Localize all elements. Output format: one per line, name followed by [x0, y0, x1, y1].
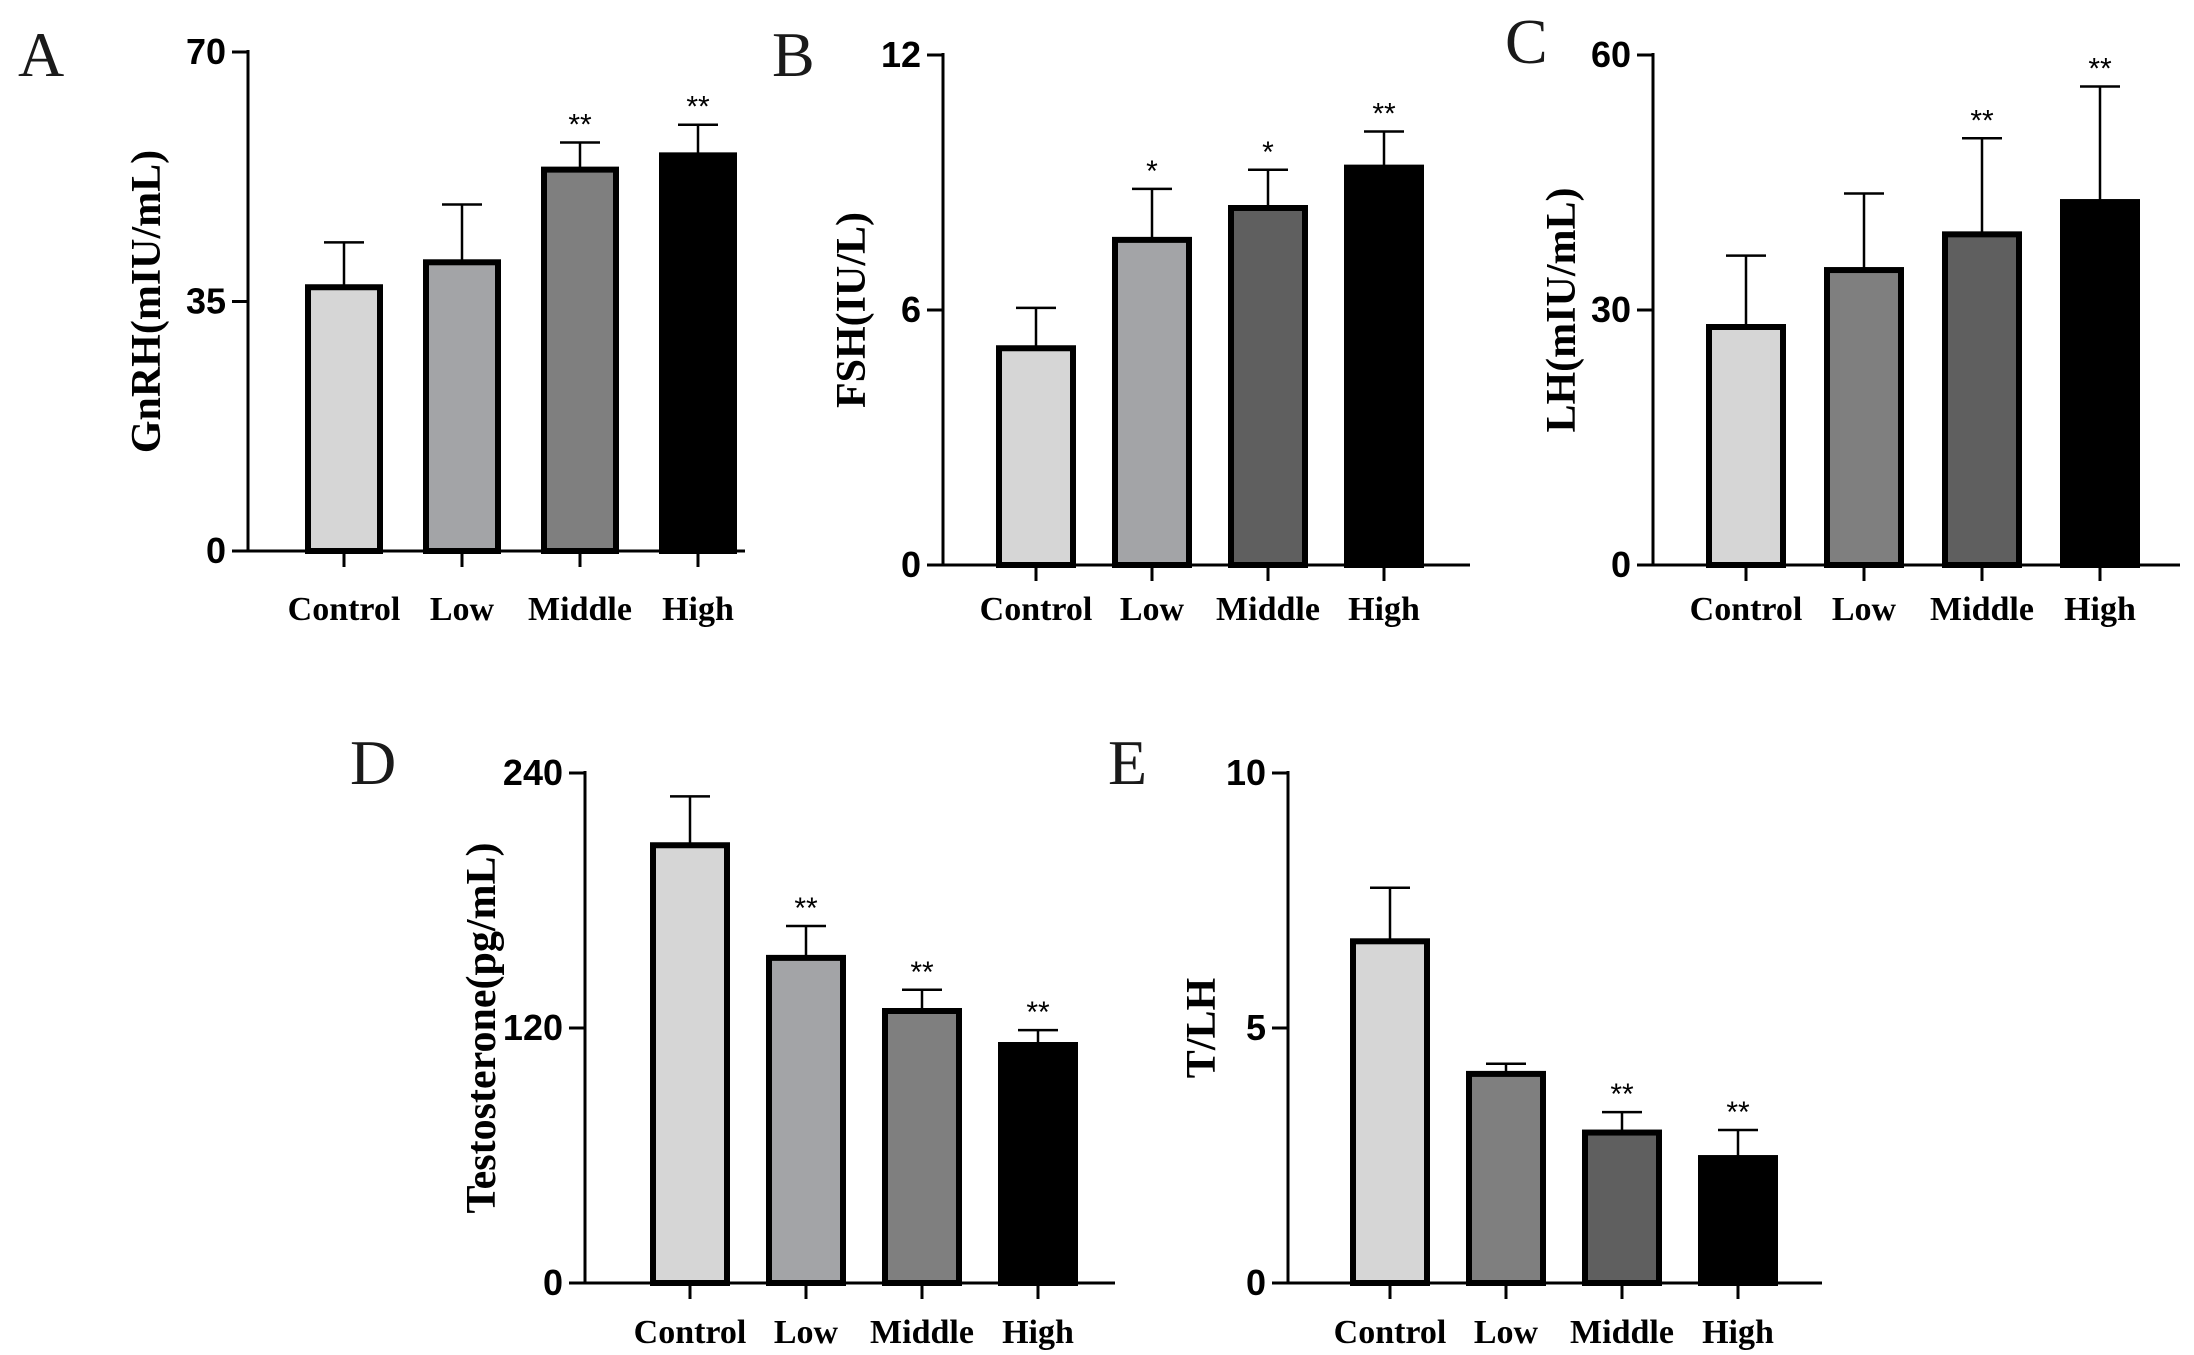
panel-letter-b: B [772, 19, 815, 90]
bar-d-middle [882, 1008, 962, 1286]
significance-a-middle: ** [568, 109, 592, 142]
y-tick-label-c-0: 0 [1611, 544, 1631, 585]
y-tick-label-e-0: 0 [1246, 1262, 1266, 1303]
y-tick-label-c-1: 30 [1591, 289, 1631, 330]
category-label-a-middle: Middle [528, 591, 632, 628]
category-label-e-low: Low [1474, 1314, 1539, 1351]
y-tick-label-d-0: 0 [543, 1262, 563, 1303]
bar-b-low [1112, 236, 1192, 568]
category-label-d-control: Control [634, 1314, 747, 1351]
significance-d-middle: ** [910, 956, 934, 989]
panel-c: C LH(mIU/mL) 0 30 60 Control Low Middle ** High ** [1505, 6, 2180, 628]
significance-c-middle: ** [1970, 104, 1994, 137]
y-tick-label-a-1: 35 [186, 281, 226, 322]
bar-e-low [1466, 1070, 1546, 1287]
bar-b-control [996, 345, 1076, 568]
category-label-b-control: Control [980, 591, 1093, 628]
y-axis-label-c: LH(mIU/mL) [1539, 188, 1585, 433]
y-axis-label-b: FSH(IU/L) [829, 212, 875, 408]
category-label-e-control: Control [1334, 1314, 1447, 1351]
y-axis-label-a: GnRH(mIU/mL) [124, 150, 170, 453]
category-label-e-high: High [1702, 1314, 1774, 1351]
bar-a-control [305, 284, 383, 554]
category-label-c-middle: Middle [1930, 591, 2034, 628]
category-label-b-high: High [1348, 591, 1420, 628]
y-axis-label-e: T/LH [1179, 978, 1225, 1078]
y-tick-label-b-2: 12 [881, 34, 921, 75]
bar-a-high [659, 152, 737, 554]
y-tick-label-d-2: 240 [503, 752, 563, 793]
y-tick-label-b-1: 6 [901, 289, 921, 330]
bar-b-middle [1228, 205, 1308, 568]
significance-b-middle: * [1262, 136, 1274, 169]
significance-b-high: ** [1372, 98, 1396, 131]
category-label-b-low: Low [1120, 591, 1185, 628]
category-label-d-low: Low [774, 1314, 839, 1351]
y-tick-label-c-2: 60 [1591, 34, 1631, 75]
category-label-c-control: Control [1690, 591, 1803, 628]
category-label-c-high: High [2064, 591, 2136, 628]
bar-c-control [1706, 324, 1786, 568]
bar-e-high [1698, 1155, 1778, 1287]
panel-letter-e: E [1108, 727, 1147, 798]
panel-letter-a: A [18, 19, 64, 90]
bar-c-low [1824, 267, 1904, 568]
y-tick-label-a-0: 0 [206, 530, 226, 571]
significance-a-high: ** [686, 91, 710, 124]
y-tick-label-e-2: 10 [1226, 752, 1266, 793]
bar-a-middle [541, 166, 619, 554]
bar-e-middle [1582, 1129, 1662, 1287]
panel-e: E T/LH 0 5 10 Control Low Middle ** High ** [1108, 727, 1822, 1351]
bar-c-middle [1942, 231, 2022, 568]
bar-b-high [1344, 164, 1424, 568]
significance-b-low: * [1146, 155, 1158, 188]
category-label-d-high: High [1002, 1314, 1074, 1351]
y-tick-label-b-0: 0 [901, 544, 921, 585]
category-label-e-middle: Middle [1570, 1314, 1674, 1351]
significance-d-high: ** [1026, 996, 1050, 1029]
category-label-a-high: High [662, 591, 734, 628]
significance-e-high: ** [1726, 1096, 1750, 1129]
bar-d-control [650, 842, 730, 1286]
bar-d-low [766, 954, 846, 1286]
bar-c-high [2060, 199, 2140, 569]
category-label-c-low: Low [1832, 591, 1897, 628]
significance-d-low: ** [794, 892, 818, 925]
panel-d: D Testosterone(pg/mL) 0 120 240 Control Low ** M… [350, 727, 1115, 1351]
category-label-b-middle: Middle [1216, 591, 1320, 628]
category-label-a-low: Low [430, 591, 495, 628]
panel-letter-d: D [350, 727, 396, 798]
significance-e-middle: ** [1610, 1078, 1634, 1111]
y-tick-label-e-1: 5 [1246, 1007, 1266, 1048]
y-tick-label-d-1: 120 [503, 1007, 563, 1048]
y-tick-label-a-2: 70 [186, 31, 226, 72]
category-label-d-middle: Middle [870, 1314, 974, 1351]
panel-a: A GnRH(mIU/mL) 0 35 70 Control Low Middle ** High… [18, 19, 745, 628]
y-axis-label-d: Testosterone(pg/mL) [459, 843, 505, 1214]
category-label-a-control: Control [288, 591, 401, 628]
bar-a-low [423, 259, 501, 554]
bar-e-control [1350, 938, 1430, 1286]
panel-b: B FSH(IU/L) 0 6 12 Control Low * Middle * High ** [772, 19, 1470, 628]
bar-d-high [998, 1042, 1078, 1286]
panel-letter-c: C [1505, 6, 1548, 77]
significance-c-high: ** [2088, 52, 2112, 85]
